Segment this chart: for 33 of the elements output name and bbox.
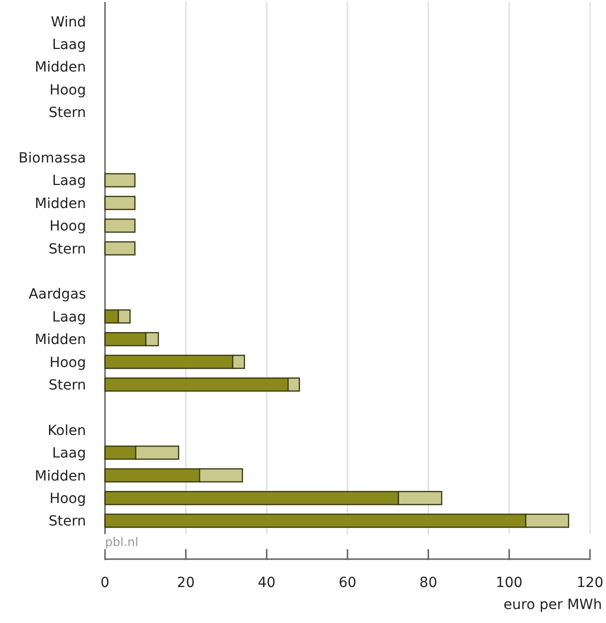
x-tick-label: 40: [258, 575, 276, 592]
y-tick-label: Aardgas: [28, 286, 86, 303]
x-tick-label: 20: [176, 575, 195, 592]
y-tick-label: Hoog: [49, 490, 86, 507]
bar: [104, 241, 136, 256]
y-tick-label: Kolen: [48, 422, 86, 439]
x-tick-label: 100: [496, 575, 523, 592]
y-tick-label: Laag: [52, 309, 86, 326]
y-tick-label: Laag: [52, 36, 86, 53]
y-tick-label: Hoog: [49, 82, 86, 98]
x-tick-label: 80: [419, 575, 438, 592]
y-tick-label: Laag: [52, 173, 86, 190]
y-tick-label: Stern: [48, 241, 86, 258]
bar: [104, 196, 136, 210]
x-tick-label: 120: [576, 575, 604, 592]
text: pbl.nl: [105, 535, 138, 550]
x-tick-label: 60: [338, 575, 356, 592]
y-tick-label: Stern: [48, 105, 86, 122]
y-tick-label: Laag: [52, 446, 86, 462]
y-tick-label: Midden: [34, 332, 86, 348]
bar: [104, 218, 136, 233]
x-axis-title: euro per MWh: [504, 597, 602, 614]
y-tick-label: Midden: [34, 468, 86, 484]
y-tick-label: Stern: [48, 514, 86, 530]
y-tick-label: Midden: [34, 196, 86, 212]
bar: [104, 173, 136, 188]
y-tick-label: Hoog: [49, 218, 86, 235]
y-tick-label: Biomassa: [18, 150, 86, 166]
y-tick-label: Midden: [34, 60, 86, 76]
x-tick-label: 0: [100, 575, 110, 592]
y-tick-label: Stern: [48, 377, 86, 394]
y-tick-label: Hoog: [49, 354, 86, 371]
y-tick-label: Wind: [50, 14, 86, 30]
